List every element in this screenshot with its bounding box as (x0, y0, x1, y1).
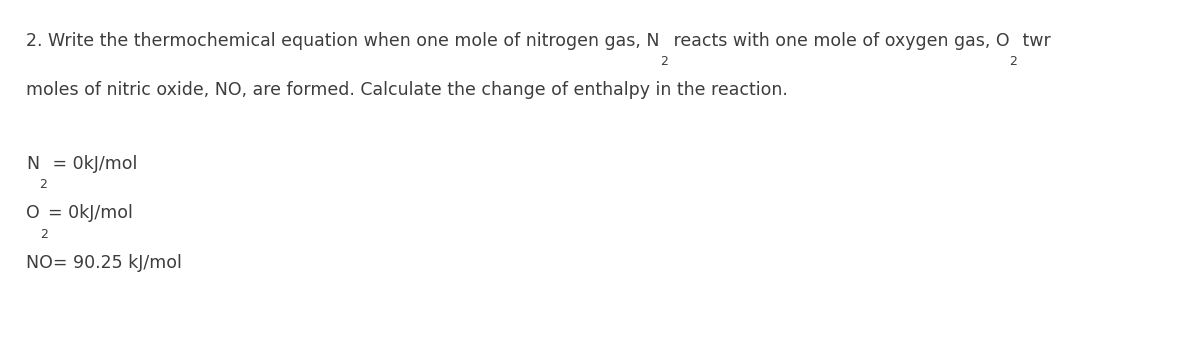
Text: 2: 2 (1009, 55, 1018, 68)
Text: = 0kJ/mol: = 0kJ/mol (47, 155, 138, 173)
Text: 2: 2 (40, 178, 47, 191)
Text: 2. Write the thermochemical equation when one mole of nitrogen gas, N: 2. Write the thermochemical equation whe… (26, 32, 660, 50)
Text: N: N (26, 155, 40, 173)
Text: twr: twr (1018, 32, 1051, 50)
Text: 2: 2 (40, 228, 48, 241)
Text: O: O (26, 204, 40, 222)
Text: 2: 2 (660, 55, 667, 68)
Text: NO= 90.25 kJ/mol: NO= 90.25 kJ/mol (26, 253, 182, 271)
Text: reacts with one mole of oxygen gas, O: reacts with one mole of oxygen gas, O (667, 32, 1009, 50)
Text: moles of nitric oxide, NO, are formed. Calculate the change of enthalpy in the r: moles of nitric oxide, NO, are formed. C… (26, 81, 788, 99)
Text: = 0kJ/mol: = 0kJ/mol (48, 204, 133, 222)
